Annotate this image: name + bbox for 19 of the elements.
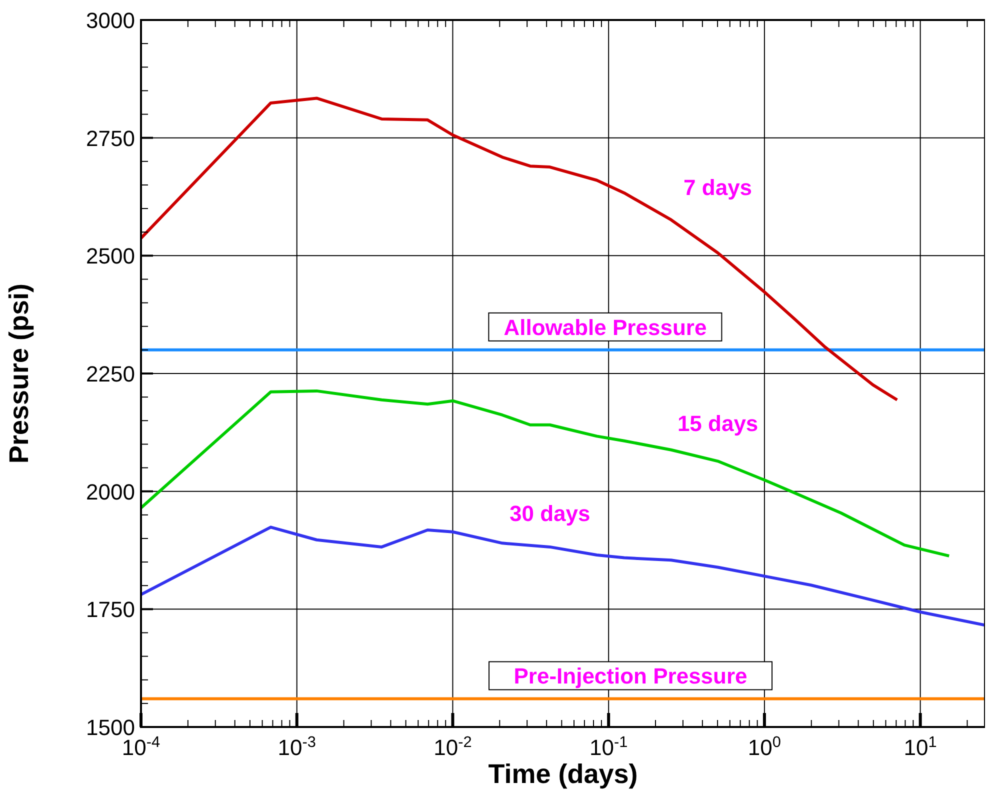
y-tick-label: 1750 — [86, 597, 135, 622]
ref-line-label: Pre-Injection Pressure — [514, 664, 748, 689]
x-tick-label: 10$^{-1}$ — [590, 734, 628, 760]
y-tick-label: 2000 — [86, 479, 135, 504]
series-label: 30 days — [510, 500, 590, 526]
y-axis-title: Pressure (psi) — [4, 283, 34, 464]
ref-line-label: Allowable Pressure — [504, 314, 707, 340]
series-label: 7 days — [684, 174, 752, 200]
y-tick-label: 2500 — [86, 244, 135, 269]
y-tick-label: 1500 — [86, 715, 135, 740]
y-tick-label: 3000 — [86, 8, 135, 33]
x-axis-title: Time (days) — [488, 759, 638, 789]
y-tick-label: 2250 — [86, 362, 135, 386]
x-tick-label: 10$^{1}$ — [904, 734, 937, 760]
y-tick-label: 2750 — [86, 126, 135, 151]
x-tick-label: 10$^{-3}$ — [278, 734, 316, 760]
x-tick-label: 10$^{-2}$ — [434, 734, 472, 760]
x-tick-label: 10$^{0}$ — [748, 734, 781, 760]
series-label: 15 days — [677, 411, 758, 436]
